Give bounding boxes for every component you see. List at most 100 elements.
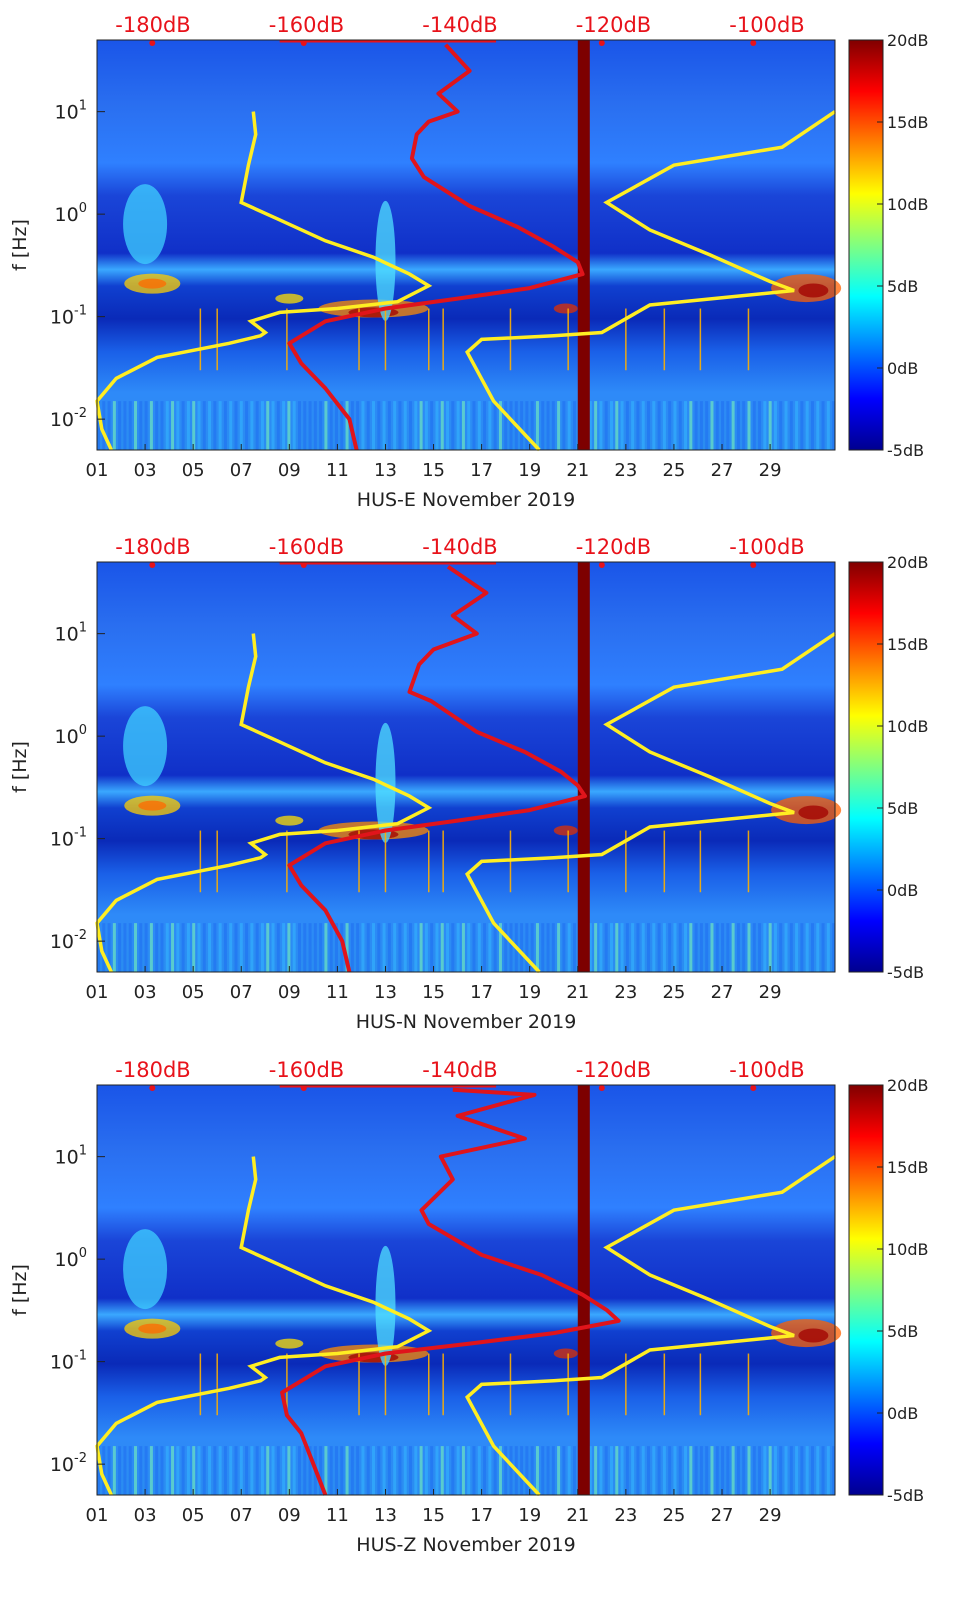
energy-blob	[275, 1338, 304, 1349]
x-axis-label: HUS-Z November 2019	[356, 1534, 575, 1556]
lowfreq-stripe	[736, 1446, 740, 1495]
x-tick-label: 07	[230, 982, 253, 1003]
lowfreq-stripe	[345, 923, 349, 972]
lowfreq-stripe	[271, 1446, 275, 1495]
lowfreq-stripe	[520, 923, 524, 972]
colorbar	[848, 561, 884, 973]
colorbar-label: 0dB	[887, 1404, 918, 1423]
lowfreq-stripe	[710, 401, 714, 450]
lowfreq-stripe	[752, 1446, 756, 1495]
lowfreq-stripe	[816, 401, 820, 450]
lowfreq-stripe	[520, 1446, 524, 1495]
lowfreq-stripe	[213, 1446, 217, 1495]
lowfreq-stripe	[303, 401, 307, 450]
lowfreq-stripe	[266, 401, 270, 450]
lowfreq-stripe	[128, 1446, 132, 1495]
lowfreq-stripe	[435, 1446, 439, 1495]
lowfreq-stripe	[535, 401, 539, 450]
lowfreq-stripe	[689, 923, 693, 972]
colorbar-label: -5dB	[887, 441, 924, 460]
lowfreq-stripe	[356, 1446, 360, 1495]
lowfreq-stripe	[498, 923, 502, 972]
lowfreq-stripe	[541, 401, 545, 450]
x-tick-label: 13	[374, 1505, 397, 1526]
lowfreq-stripe	[440, 1446, 444, 1495]
lowfreq-stripe	[535, 1446, 539, 1495]
lowfreq-stripe	[345, 401, 349, 450]
spectrogram-area	[97, 40, 835, 450]
lowfreq-stripe	[319, 1446, 323, 1495]
lowfreq-stripe	[821, 923, 825, 972]
lowfreq-stripe	[345, 1446, 349, 1495]
lowfreq-stripe	[414, 401, 418, 450]
lowfreq-stripe	[292, 1446, 296, 1495]
lowfreq-stripe	[731, 401, 735, 450]
lowfreq-stripe	[451, 923, 455, 972]
lowfreq-stripe	[223, 1446, 227, 1495]
top-db-label: -140dB	[422, 1058, 497, 1082]
lowfreq-stripe	[773, 401, 777, 450]
lowfreq-stripe	[699, 1446, 703, 1495]
lowfreq-stripe	[366, 923, 370, 972]
lowfreq-stripe	[308, 401, 312, 450]
lowfreq-stripe	[509, 923, 513, 972]
lowfreq-stripe	[631, 1446, 635, 1495]
psd-curve-Z	[280, 1087, 621, 1496]
top-db-label: -140dB	[422, 535, 497, 559]
lowfreq-stripe	[572, 401, 576, 450]
lowfreq-stripe	[97, 923, 100, 972]
lowfreq-stripe	[652, 923, 656, 972]
lowfreq-stripe	[372, 401, 376, 450]
top-db-label: -100dB	[729, 535, 804, 559]
top-db-label: -160dB	[269, 535, 344, 559]
lowfreq-stripe	[361, 1446, 365, 1495]
lowfreq-stripe	[657, 1446, 661, 1495]
x-tick-label: 03	[134, 982, 157, 1003]
lowfreq-stripe	[673, 923, 677, 972]
lowfreq-stripe	[181, 923, 185, 972]
reference-dot	[149, 1085, 156, 1091]
lowfreq-stripe	[699, 401, 703, 450]
lowfreq-stripe	[123, 1446, 127, 1495]
lowfreq-stripe	[821, 1446, 825, 1495]
panel-E: 01 03 05 07 09 11 13 15 17 19 21 23 25 27 29 HUS-E Nove…	[9, 13, 929, 511]
lowfreq-stripe	[684, 1446, 688, 1495]
lowfreq-stripe	[186, 923, 190, 972]
lowfreq-stripe	[456, 923, 460, 972]
lowfreq-stripe	[319, 923, 323, 972]
lowfreq-stripe	[165, 923, 169, 972]
lowfreq-stripe	[752, 401, 756, 450]
lowfreq-stripe	[779, 401, 783, 450]
lowfreq-stripe	[763, 1446, 767, 1495]
lowfreq-stripe	[276, 1446, 280, 1495]
lowfreq-stripe	[102, 401, 106, 450]
x-tick-label: 21	[566, 1505, 589, 1526]
lowfreq-stripe	[647, 923, 651, 972]
lowfreq-stripe	[567, 1446, 571, 1495]
lowfreq-stripe	[239, 1446, 243, 1495]
lowfreq-stripe	[461, 1446, 465, 1495]
top-db-label: -160dB	[269, 13, 344, 37]
lowfreq-stripe	[472, 401, 476, 450]
energy-blob	[553, 1348, 578, 1359]
lowfreq-stripe	[525, 1446, 529, 1495]
y-tick-label: 101	[55, 1144, 87, 1169]
lowfreq-stripe	[546, 923, 550, 972]
noise-model-low-line	[95, 111, 433, 451]
lowfreq-stripe	[488, 1446, 492, 1495]
lowfreq-stripe	[377, 401, 381, 450]
lowfreq-stripe	[446, 1446, 450, 1495]
lowfreq-stripe	[282, 1446, 286, 1495]
x-tick-label: 21	[566, 460, 589, 481]
lowfreq-stripe	[594, 401, 598, 450]
lowfreq-stripe	[165, 401, 169, 450]
x-tick-label: 01	[86, 982, 109, 1003]
lowfreq-stripe	[715, 401, 719, 450]
x-tick-label: 25	[662, 1505, 685, 1526]
lowfreq-stripe	[678, 1446, 682, 1495]
lowfreq-stripe	[324, 401, 328, 450]
top-db-label: -120dB	[576, 13, 651, 37]
lowfreq-stripe	[245, 923, 249, 972]
lowfreq-stripe	[795, 923, 799, 972]
energy-blob	[798, 283, 829, 298]
